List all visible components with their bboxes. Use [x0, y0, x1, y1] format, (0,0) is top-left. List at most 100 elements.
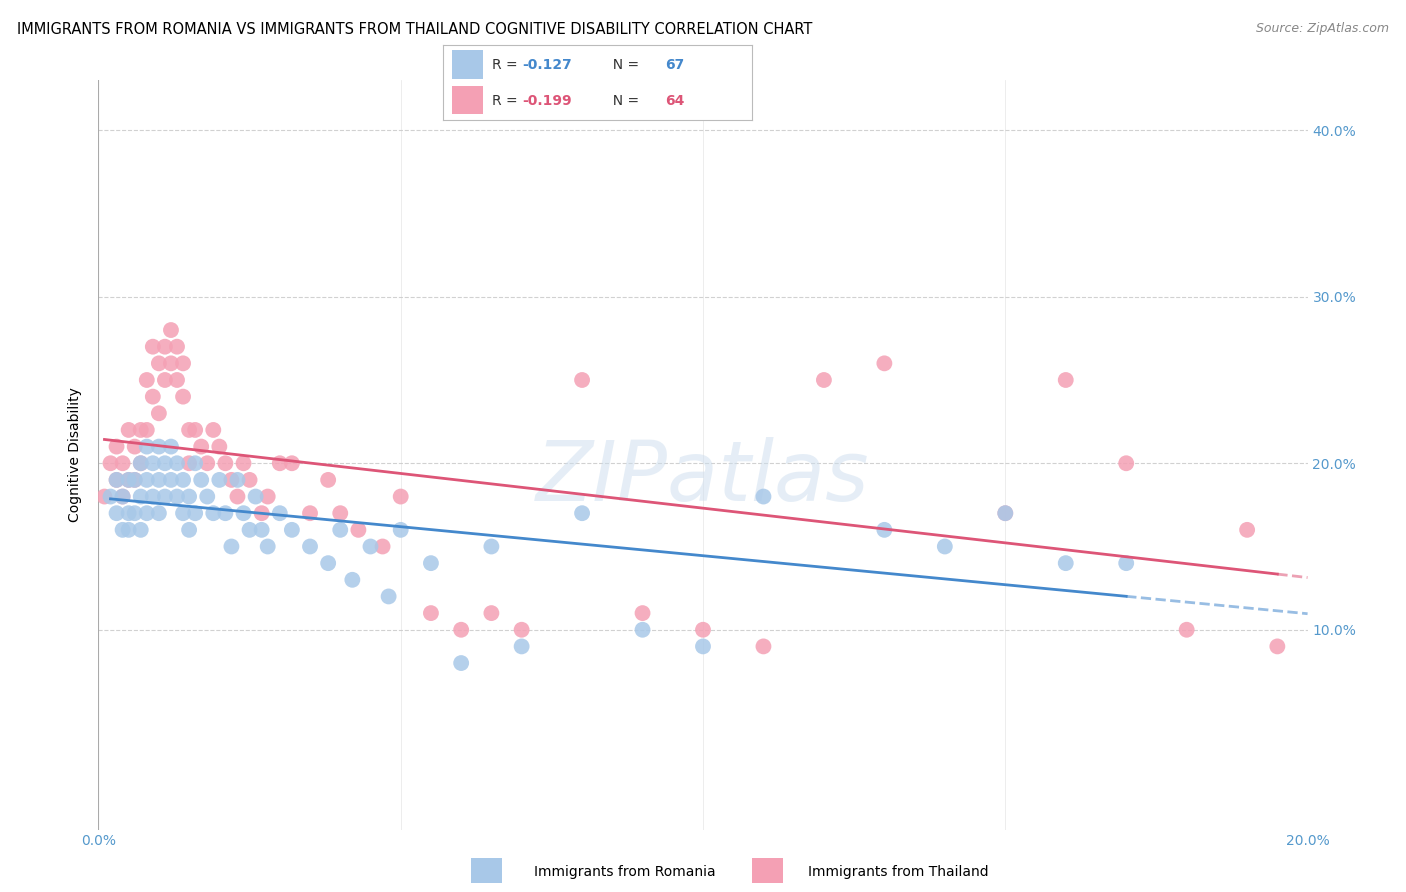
Point	[481, 606, 503, 620]
Point	[111, 490, 134, 504]
Point	[316, 473, 339, 487]
Point	[631, 606, 654, 620]
Point	[135, 423, 157, 437]
Point	[994, 506, 1017, 520]
Point	[100, 490, 122, 504]
Point	[281, 523, 304, 537]
Point	[184, 456, 207, 470]
Point	[179, 456, 201, 470]
Point	[1054, 556, 1077, 570]
Point	[256, 540, 278, 554]
Point	[250, 506, 273, 520]
Point	[752, 490, 775, 504]
Point	[221, 473, 243, 487]
Point	[221, 540, 243, 554]
Point	[111, 490, 134, 504]
Point	[148, 356, 170, 370]
Point	[752, 640, 775, 654]
Point	[214, 506, 236, 520]
Point	[111, 456, 134, 470]
Point	[129, 490, 152, 504]
Point	[1115, 556, 1137, 570]
Point	[160, 440, 183, 454]
Point	[179, 490, 201, 504]
Point	[179, 523, 201, 537]
Point	[129, 456, 152, 470]
Point	[239, 523, 262, 537]
Point	[129, 423, 152, 437]
Point	[153, 373, 176, 387]
Point	[1267, 640, 1289, 654]
Point	[245, 490, 267, 504]
Point	[342, 573, 364, 587]
Point	[153, 456, 176, 470]
Point	[1054, 373, 1077, 387]
Point	[160, 356, 183, 370]
Point	[100, 456, 122, 470]
Text: 64: 64	[665, 94, 685, 108]
Point	[166, 490, 188, 504]
Point	[93, 490, 115, 504]
Point	[172, 356, 194, 370]
Point	[360, 540, 382, 554]
Point	[124, 506, 146, 520]
Point	[172, 506, 194, 520]
Point	[160, 323, 183, 337]
Point	[389, 490, 412, 504]
Point	[994, 506, 1017, 520]
Point	[232, 506, 254, 520]
Point	[135, 473, 157, 487]
Point	[316, 556, 339, 570]
Point	[873, 356, 896, 370]
Point	[142, 456, 165, 470]
Point	[481, 540, 503, 554]
Point	[299, 540, 322, 554]
Text: ZIPatlas: ZIPatlas	[536, 437, 870, 518]
Point	[226, 473, 249, 487]
Point	[179, 423, 201, 437]
Point	[510, 640, 533, 654]
Point	[184, 423, 207, 437]
Point	[172, 390, 194, 404]
Point	[124, 473, 146, 487]
Point	[148, 506, 170, 520]
Point	[450, 623, 472, 637]
Point	[118, 423, 141, 437]
Point	[190, 440, 212, 454]
Point	[166, 373, 188, 387]
Point	[450, 656, 472, 670]
Point	[214, 456, 236, 470]
Point	[142, 340, 165, 354]
Point	[299, 506, 322, 520]
Point	[571, 506, 593, 520]
Point	[329, 523, 352, 537]
Point	[172, 473, 194, 487]
Point	[202, 506, 225, 520]
Point	[105, 473, 128, 487]
Text: Immigrants from Thailand: Immigrants from Thailand	[808, 865, 988, 880]
Point	[1236, 523, 1258, 537]
Point	[118, 473, 141, 487]
Point	[118, 506, 141, 520]
Point	[105, 440, 128, 454]
Point	[873, 523, 896, 537]
Text: 67: 67	[665, 58, 685, 72]
Point	[135, 440, 157, 454]
Point	[281, 456, 304, 470]
Point	[1115, 456, 1137, 470]
Text: R =: R =	[492, 94, 523, 108]
Point	[166, 340, 188, 354]
Point	[153, 490, 176, 504]
Point	[190, 473, 212, 487]
Point	[256, 490, 278, 504]
Point	[510, 623, 533, 637]
Point	[124, 473, 146, 487]
Point	[692, 640, 714, 654]
Text: N =: N =	[603, 58, 643, 72]
Point	[420, 556, 443, 570]
Y-axis label: Cognitive Disability: Cognitive Disability	[69, 387, 83, 523]
Point	[129, 456, 152, 470]
Point	[105, 506, 128, 520]
Point	[571, 373, 593, 387]
Text: Immigrants from Romania: Immigrants from Romania	[534, 865, 716, 880]
